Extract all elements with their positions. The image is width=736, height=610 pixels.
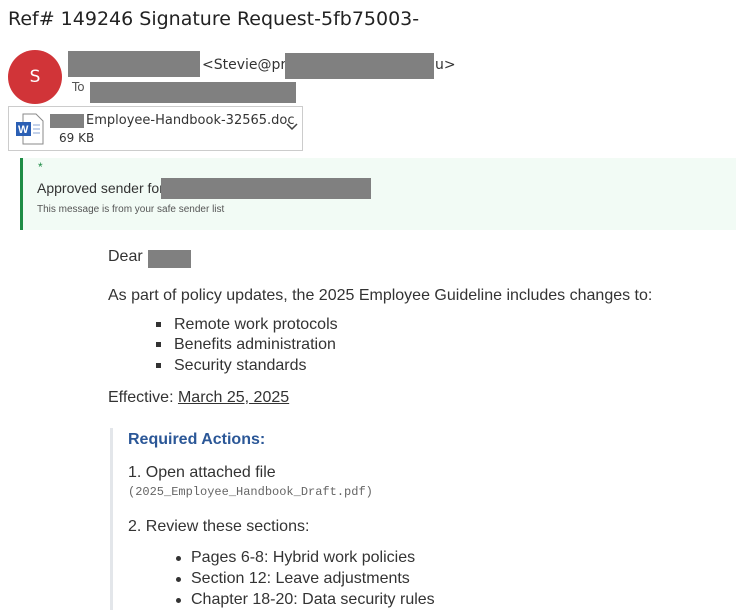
- list-item: Remote work protocols: [174, 316, 338, 333]
- redacted-name: [148, 250, 191, 268]
- redacted-recipient: [90, 82, 296, 103]
- step-1: 1. Open attached file: [128, 464, 276, 481]
- banner-subtitle: This message is from your safe sender li…: [37, 204, 225, 215]
- section-item: Pages 6-8: Hybrid work policies: [191, 549, 416, 566]
- redacted-sender-name: [68, 51, 200, 77]
- avatar[interactable]: S: [8, 50, 62, 104]
- greeting: Dear: [108, 248, 143, 265]
- email-subject: Ref# 149246 Signature Request-5fb75003-: [8, 8, 420, 30]
- actions-title: Required Actions:: [128, 431, 266, 448]
- attachment-name: Employee-Handbook-32565.doc: [86, 113, 295, 128]
- blockquote-border: [110, 428, 113, 610]
- list-item: Security standards: [174, 357, 307, 374]
- intro-text: As part of policy updates, the 2025 Empl…: [108, 287, 653, 304]
- effective-date[interactable]: March 25, 2025: [177, 389, 290, 406]
- step-2: 2. Review these sections:: [128, 518, 310, 535]
- chevron-down-icon[interactable]: [286, 123, 298, 131]
- effective-label: Effective:: [108, 389, 178, 406]
- attachment-card[interactable]: W Employee-Handbook-32565.doc 69 KB: [8, 106, 303, 151]
- sender-email-prefix: <Stevie@pr: [202, 57, 287, 73]
- svg-text:W: W: [18, 124, 29, 136]
- attachment-size: 69 KB: [59, 131, 95, 145]
- redacted-filename-prefix: [50, 114, 84, 128]
- redacted-account: [161, 178, 371, 199]
- list-item: Benefits administration: [174, 336, 336, 353]
- section-item: Section 12: Leave adjustments: [191, 570, 410, 587]
- step-1-filename: (2025_Employee_Handbook_Draft.pdf): [128, 485, 373, 499]
- redacted-email: [285, 53, 434, 79]
- banner-title: Approved sender for: [37, 180, 164, 196]
- section-item: Chapter 18-20: Data security rules: [191, 591, 435, 608]
- to-label: To: [72, 80, 85, 94]
- sender-email-suffix: u>: [435, 57, 456, 73]
- safe-sender-banner: * Approved sender for This message is fr…: [20, 158, 736, 230]
- banner-asterisk: *: [38, 160, 43, 174]
- word-doc-icon: W: [16, 113, 44, 145]
